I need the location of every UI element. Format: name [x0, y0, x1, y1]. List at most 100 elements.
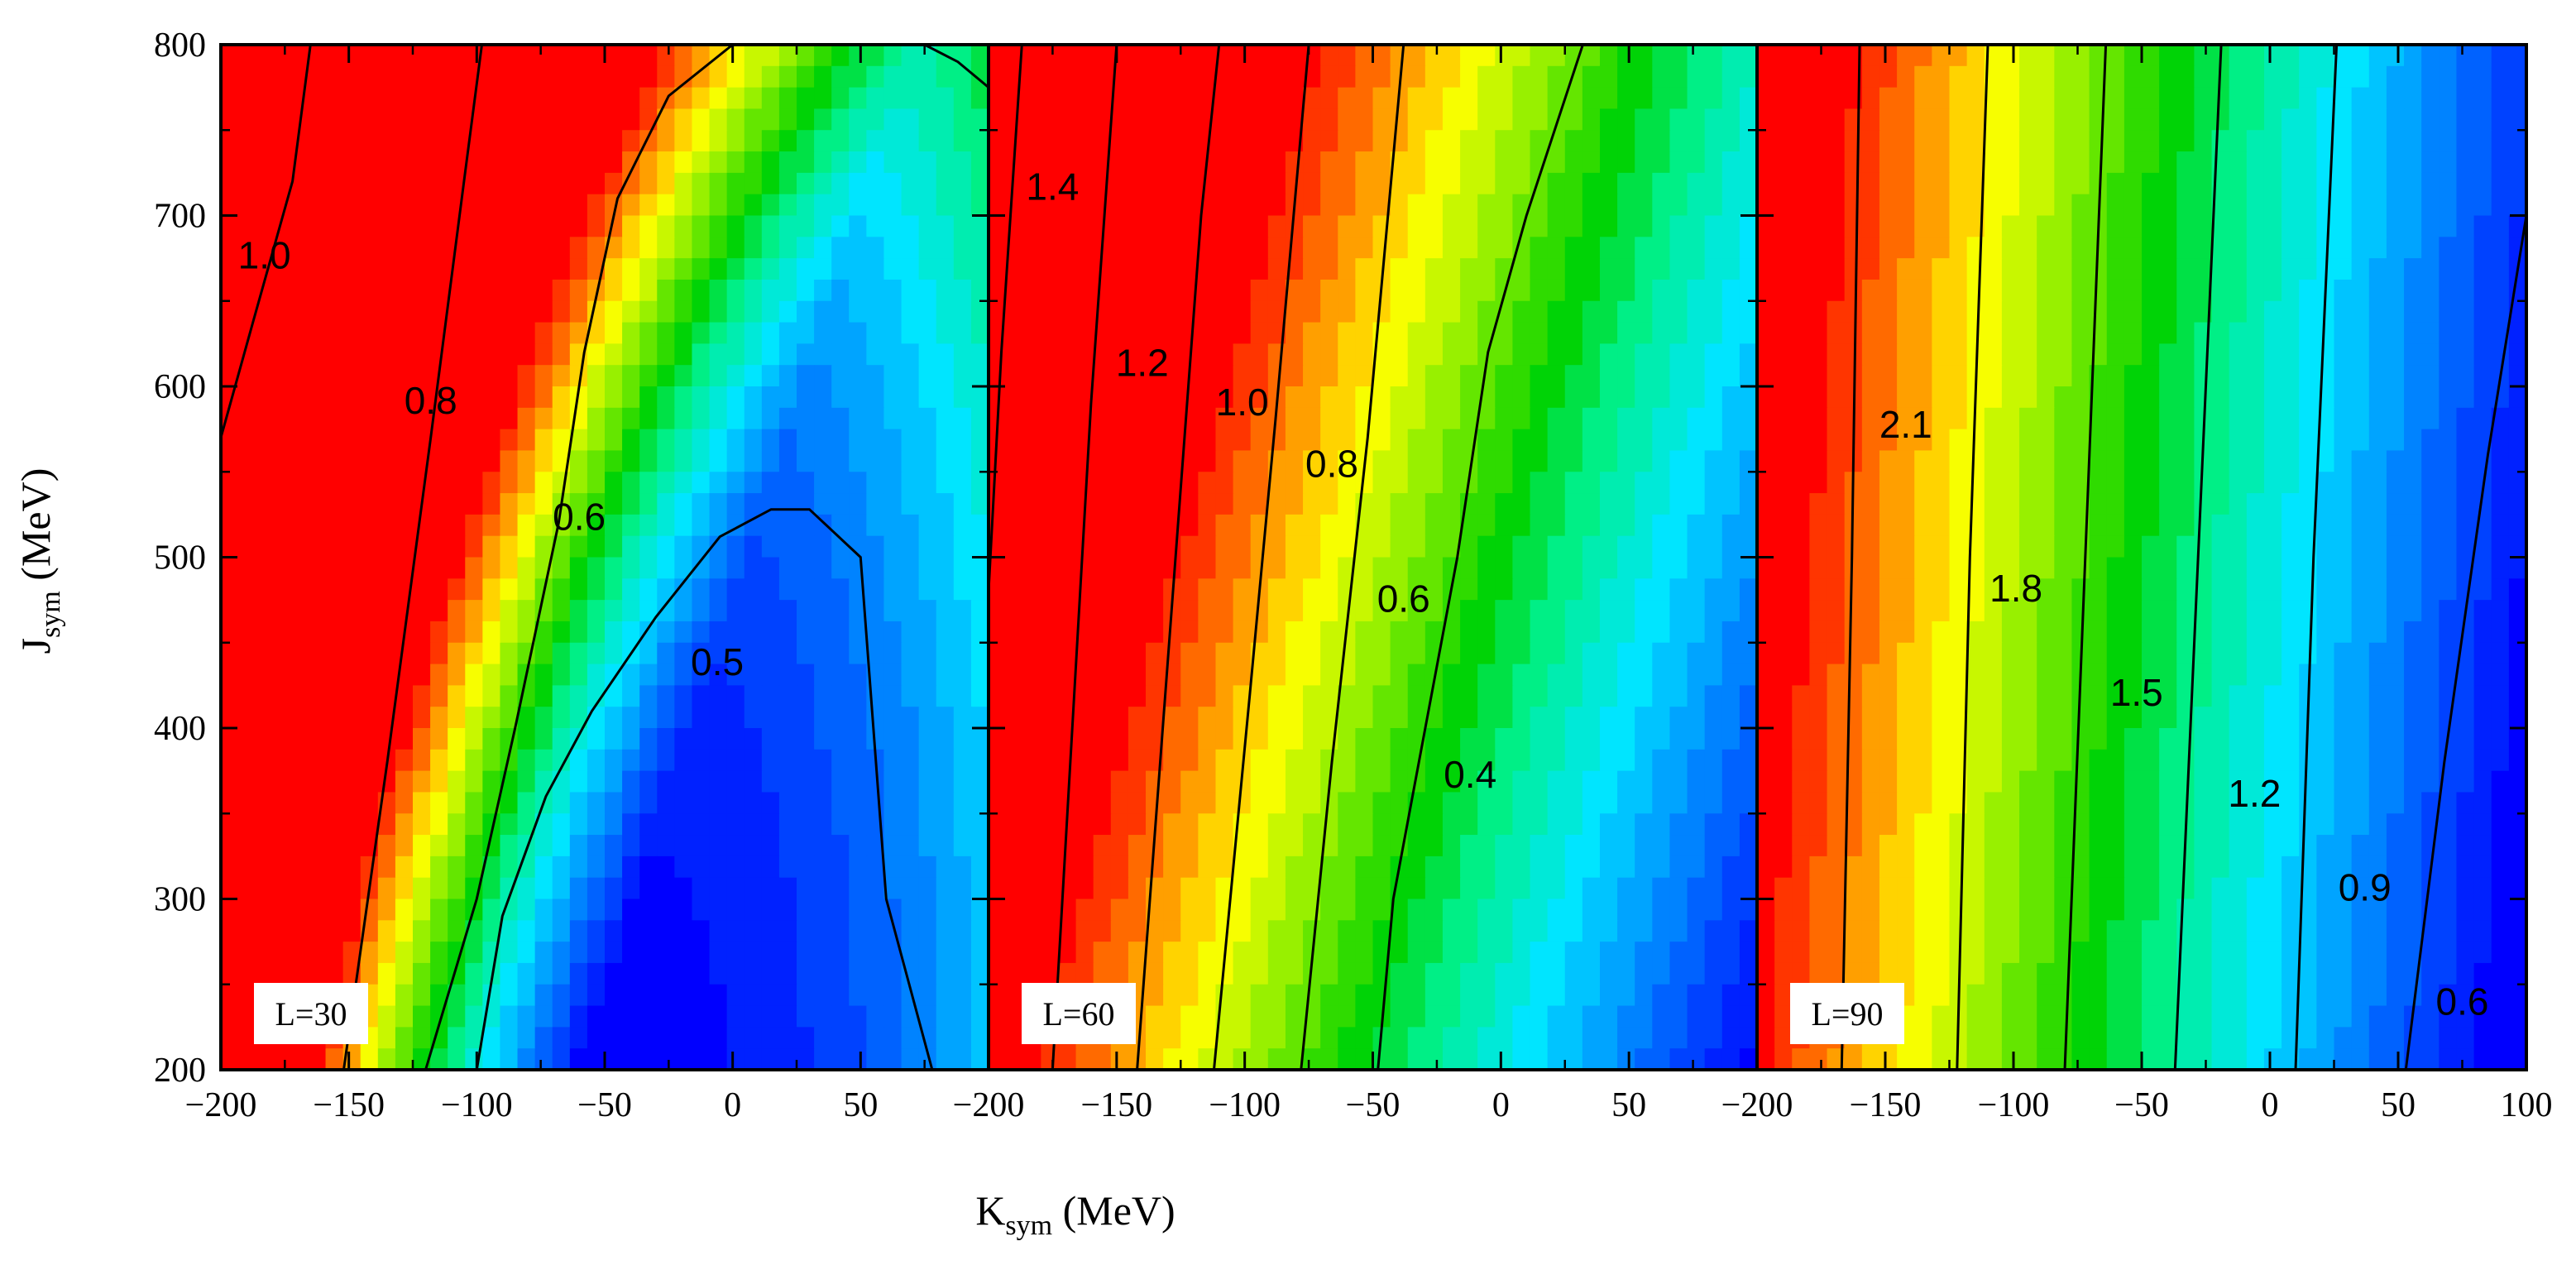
- heatmap-cell: [849, 172, 868, 195]
- heatmap-cell: [2263, 237, 2282, 259]
- heatmap-cell: [1495, 514, 1514, 537]
- heatmap-cell: [1372, 472, 1391, 494]
- heatmap-cell: [2246, 130, 2265, 152]
- heatmap-cell: [413, 215, 431, 238]
- heatmap-cell: [1914, 386, 1933, 409]
- heatmap-cell: [587, 87, 606, 110]
- heatmap-cell: [726, 600, 745, 622]
- heatmap-cell: [2142, 87, 2160, 110]
- heatmap-cell: [1338, 920, 1357, 942]
- heatmap-cell: [256, 450, 275, 473]
- heatmap-cell: [360, 770, 379, 793]
- heatmap-cell: [1058, 450, 1077, 473]
- heatmap-cell: [1233, 300, 1252, 323]
- heatmap-cell: [1564, 664, 1583, 687]
- heatmap-cell: [377, 365, 396, 387]
- heatmap-cell: [1075, 899, 1094, 922]
- heatmap-cell: [430, 792, 448, 815]
- heatmap-cell: [1023, 557, 1042, 580]
- heatmap-cell: [1355, 87, 1374, 110]
- heatmap-cell: [1110, 279, 1129, 302]
- heatmap-cell: [1023, 514, 1042, 537]
- heatmap-cell: [1861, 215, 1880, 238]
- heatmap-cell: [1006, 1005, 1025, 1028]
- heatmap-cell: [1617, 172, 1635, 195]
- heatmap-cell: [273, 493, 292, 515]
- heatmap-cell: [1198, 877, 1217, 900]
- heatmap-cell: [1058, 835, 1077, 857]
- heatmap-cell: [936, 493, 955, 515]
- heatmap-cell: [814, 728, 832, 750]
- heatmap-cell: [1285, 770, 1304, 793]
- heatmap-cell: [2071, 151, 2090, 174]
- heatmap-cell: [1477, 1005, 1496, 1028]
- heatmap-cell: [2089, 386, 2108, 409]
- heatmap-cell: [989, 685, 1007, 707]
- heatmap-cell: [1582, 792, 1601, 815]
- heatmap-cell: [744, 557, 763, 580]
- heatmap-cell: [1146, 65, 1164, 89]
- heatmap-cell: [1530, 578, 1549, 601]
- heatmap-cell: [936, 707, 955, 729]
- heatmap-cell: [238, 429, 256, 452]
- heatmap-cell: [273, 685, 292, 707]
- heatmap-cell: [657, 877, 676, 900]
- heatmap-cell: [413, 749, 431, 772]
- heatmap-cell: [1635, 578, 1654, 601]
- heatmap-cell: [1390, 535, 1409, 558]
- heatmap-cell: [2351, 130, 2370, 152]
- heatmap-cell: [2368, 279, 2387, 302]
- heatmap-cell: [814, 365, 832, 387]
- heatmap-cell: [569, 792, 588, 815]
- heatmap-cell: [1250, 557, 1269, 580]
- heatmap-cell: [221, 322, 239, 345]
- heatmap-cell: [849, 1048, 868, 1070]
- heatmap-cell: [970, 215, 989, 238]
- heatmap-cell: [325, 343, 344, 366]
- heatmap-cell: [430, 749, 448, 772]
- heatmap-cell: [639, 472, 658, 494]
- heatmap-cell: [883, 835, 903, 857]
- heatmap-cell: [238, 855, 256, 879]
- heatmap-cell: [2351, 65, 2370, 89]
- heatmap-cell: [552, 642, 571, 665]
- heatmap-cell: [1146, 87, 1164, 110]
- heatmap-cell: [1564, 407, 1583, 430]
- heatmap-cell: [1198, 429, 1217, 452]
- heatmap-cell: [692, 450, 711, 473]
- heatmap-cell: [605, 130, 623, 152]
- heatmap-cell: [761, 707, 780, 729]
- heatmap-cell: [1827, 194, 1846, 217]
- heatmap-cell: [1285, 792, 1304, 815]
- heatmap-cell: [413, 664, 431, 687]
- heatmap-cell: [517, 749, 536, 772]
- heatmap-cell: [744, 707, 763, 729]
- heatmap-cell: [2456, 194, 2475, 217]
- heatmap-cell: [2229, 215, 2248, 238]
- heatmap-cell: [1739, 962, 1757, 985]
- heatmap-cell: [430, 770, 448, 793]
- heatmap-cell: [2194, 215, 2213, 238]
- heatmap-cell: [639, 728, 658, 750]
- heatmap-cell: [831, 792, 850, 815]
- heatmap-cell: [1669, 707, 1688, 729]
- heatmap-cell: [1303, 472, 1321, 494]
- heatmap-cell: [238, 600, 256, 622]
- heatmap-cell: [308, 642, 327, 665]
- heatmap-cell: [1338, 300, 1357, 323]
- heatmap-cell: [413, 514, 431, 537]
- heatmap-cell: [970, 407, 989, 430]
- heatmap-cell: [726, 877, 745, 900]
- heatmap-cell: [308, 1048, 327, 1070]
- heatmap-cell: [1233, 792, 1252, 815]
- heatmap-cell: [2386, 151, 2405, 174]
- heatmap-cell: [1757, 343, 1775, 366]
- heatmap-cell: [2106, 87, 2125, 110]
- heatmap-cell: [1110, 942, 1129, 964]
- heatmap-cell: [256, 407, 275, 430]
- heatmap-cell: [1180, 407, 1199, 430]
- heatmap-cell: [1879, 322, 1898, 345]
- heatmap-cell: [1128, 450, 1147, 473]
- heatmap-cell: [569, 493, 588, 515]
- heatmap-cell: [500, 108, 519, 132]
